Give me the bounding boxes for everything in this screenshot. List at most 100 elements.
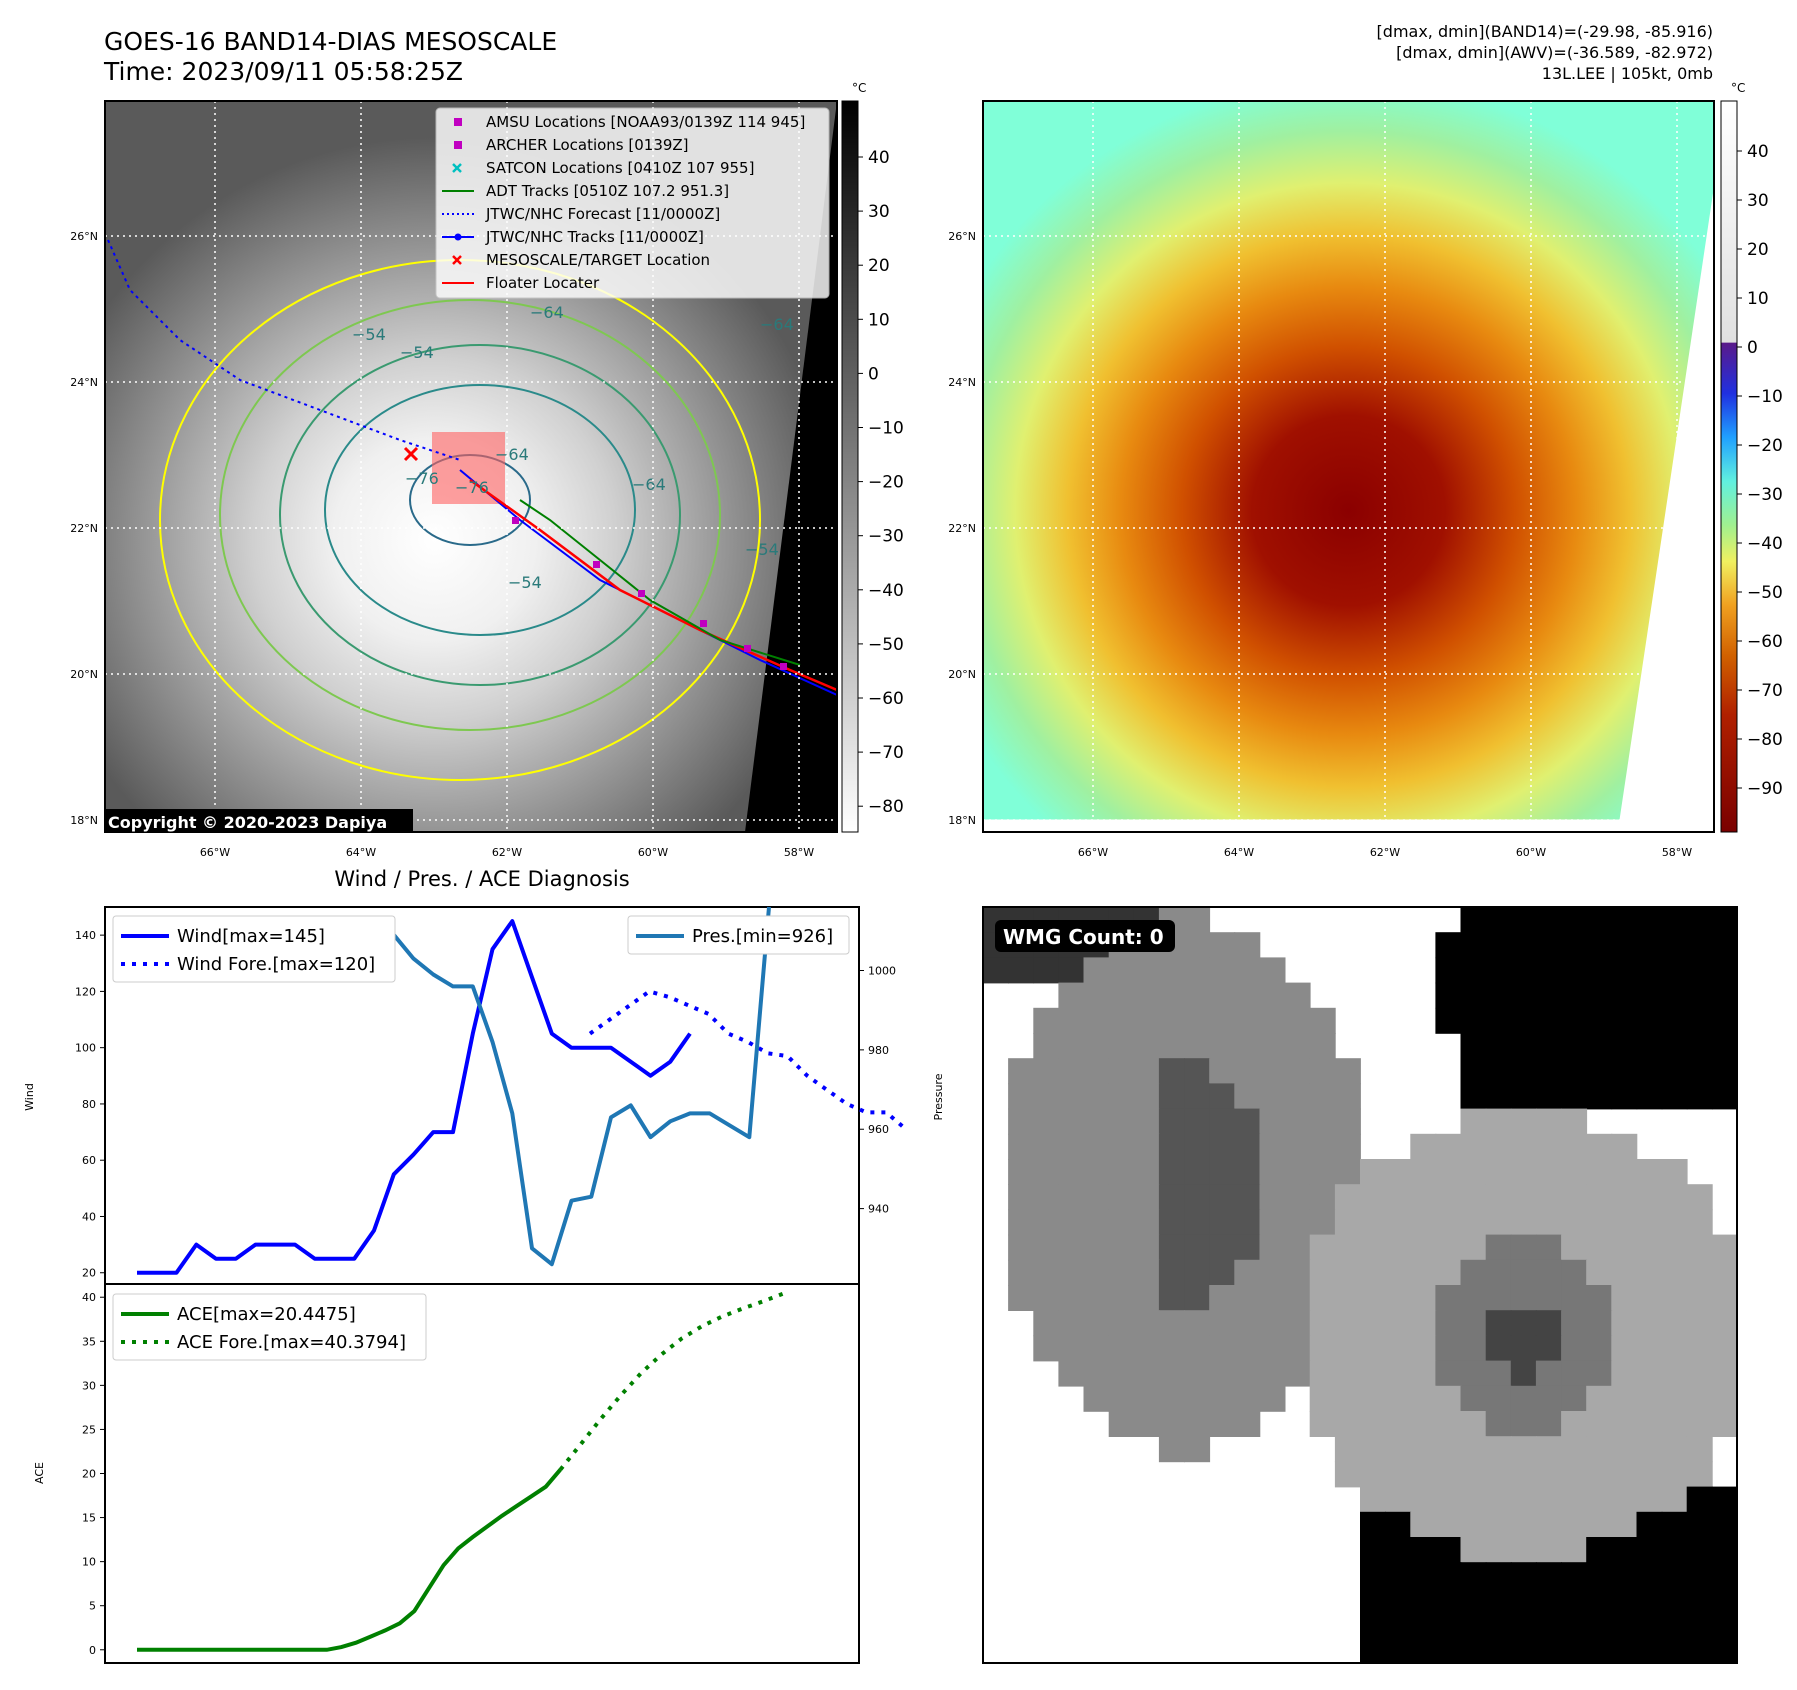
wmg-cell: [1611, 1159, 1638, 1185]
wmg-cell: [1611, 1637, 1638, 1664]
wmg-cell: [1485, 1612, 1512, 1639]
contour-label: −54: [745, 540, 779, 559]
wmg-cell: [1561, 1310, 1588, 1337]
wmg-cell: [1561, 907, 1588, 933]
wmg-cell: [1460, 907, 1487, 933]
wmg-cell: [1360, 1360, 1386, 1387]
legend-box: [112, 915, 396, 983]
wmg-cell: [1058, 1285, 1085, 1311]
wmg-cell: [1108, 1234, 1135, 1261]
wmg-cell: [1234, 1108, 1261, 1135]
legend-label: Pres.[min=926]: [692, 926, 833, 947]
wmg-cell: [1108, 1007, 1135, 1034]
awv-lon-label: 62°W: [1370, 846, 1400, 859]
wmg-cell: [1234, 1285, 1261, 1311]
wmg-cell: [1686, 957, 1713, 984]
wmg-cell: [1209, 1083, 1236, 1110]
wmg-cell: [1611, 1083, 1638, 1110]
wmg-cell: [1309, 1335, 1336, 1362]
wmg-cell: [1410, 1537, 1437, 1563]
ace-y-tick-label: 25: [82, 1423, 96, 1436]
awv-lat-labels: 26°N 24°N 22°N 20°N 18°N: [948, 230, 976, 827]
wmg-cell: [1234, 1209, 1261, 1236]
wmg-cell: [1636, 932, 1663, 959]
wmg-cell: [1058, 1335, 1085, 1362]
wmg-cell: [1385, 1385, 1412, 1412]
wmg-cell: [1561, 1587, 1588, 1614]
wmg-cell: [1058, 1007, 1085, 1034]
ace-y-tick-label: 20: [82, 1468, 96, 1481]
wmg-cell: [1083, 982, 1110, 1009]
wmg-cell: [1636, 907, 1663, 933]
wmg-cell: [1561, 1511, 1588, 1538]
colorbar-tick-label: 30: [868, 202, 890, 222]
wmg-cell: [1410, 1335, 1437, 1362]
legend-label: Floater Locater: [486, 274, 600, 292]
wmg-cell: [1460, 1537, 1487, 1563]
colorbar-tick-label: −90: [1747, 779, 1783, 799]
legend-label: ARCHER Locations [0139Z]: [486, 136, 689, 154]
wmg-cell: [1636, 982, 1663, 1009]
wmg-cell: [1360, 1637, 1386, 1664]
wmg-cell: [1385, 1360, 1412, 1387]
wmg-cell: [1234, 1259, 1261, 1286]
colorbar-tick-label: −60: [868, 689, 904, 709]
ir-lat-label: 22°N: [70, 522, 98, 535]
wmg-cell: [1334, 1385, 1361, 1412]
wmg-cell: [1158, 1436, 1185, 1463]
wmg-cell: [1686, 1612, 1713, 1639]
wmg-cell: [1309, 1234, 1336, 1261]
wmg-cell: [1334, 1285, 1361, 1311]
wmg-cell: [1460, 1159, 1487, 1185]
wmg-cell: [1184, 1133, 1211, 1160]
wmg-cell: [1510, 1033, 1537, 1059]
wmg-cell: [1133, 1360, 1160, 1387]
wmg-cell: [1510, 1259, 1537, 1286]
wmg-cell: [1058, 1209, 1085, 1236]
wmg-cell: [1435, 1335, 1462, 1362]
wind-y-label: Wind: [23, 1083, 36, 1111]
wmg-cell: [1561, 932, 1588, 959]
contour-label: −64: [495, 445, 529, 464]
wind-y-tick-label: 60: [82, 1154, 96, 1167]
wmg-cell: [1711, 907, 1738, 933]
copyright-badge: Copyright © 2020-2023 Dapiya: [104, 809, 413, 833]
wmg-cell: [1636, 1259, 1663, 1286]
wmg-cell: [1510, 982, 1537, 1009]
wmg-cell: [1309, 1209, 1336, 1236]
wmg-cell: [1259, 1184, 1286, 1211]
ir-colorbar-unit: °C: [852, 81, 866, 95]
wmg-cell: [1686, 1184, 1713, 1211]
wmg-cell: [1309, 1083, 1336, 1110]
wmg-cell: [1360, 1310, 1386, 1337]
wmg-cell: [1410, 1385, 1437, 1412]
wmg-cell: [1586, 1461, 1613, 1488]
wmg-cell: [1360, 1436, 1386, 1463]
wmg-cell: [1686, 1461, 1713, 1488]
wmg-cell: [1385, 1511, 1412, 1538]
wmg-cell: [1611, 1562, 1638, 1589]
wmg-cell: [1108, 957, 1135, 984]
wmg-cell: [1661, 1209, 1688, 1236]
awv-colorbar: 40 30 20 10 0 −10 −20 −30 −40 −50 −60 −70 −80 −90 °C: [1720, 81, 1783, 833]
contour-label: −76: [455, 478, 489, 497]
wmg-cell: [1209, 1259, 1236, 1286]
wmg-cell: [1586, 1587, 1613, 1614]
wmg-cell: [1133, 1159, 1160, 1185]
wmg-cell: [1334, 1209, 1361, 1236]
wmg-cell: [1535, 1511, 1562, 1538]
wmg-cell: [1360, 1209, 1386, 1236]
wmg-cell: [1410, 1159, 1437, 1185]
ir-lat-label: 26°N: [70, 230, 98, 243]
wmg-cell: [1435, 1184, 1462, 1211]
contour-label: −76: [405, 469, 439, 488]
wmg-cell: [1661, 1511, 1688, 1538]
wmg-cell: [1259, 1083, 1286, 1110]
wmg-cell: [983, 957, 1009, 984]
wmg-cell: [1460, 1234, 1487, 1261]
wmg-cell: [1058, 1083, 1085, 1110]
wmg-cell: [1234, 1184, 1261, 1211]
wmg-cell: [1435, 957, 1462, 984]
wmg-cell: [1586, 1007, 1613, 1034]
wmg-cell: [1158, 1184, 1185, 1211]
